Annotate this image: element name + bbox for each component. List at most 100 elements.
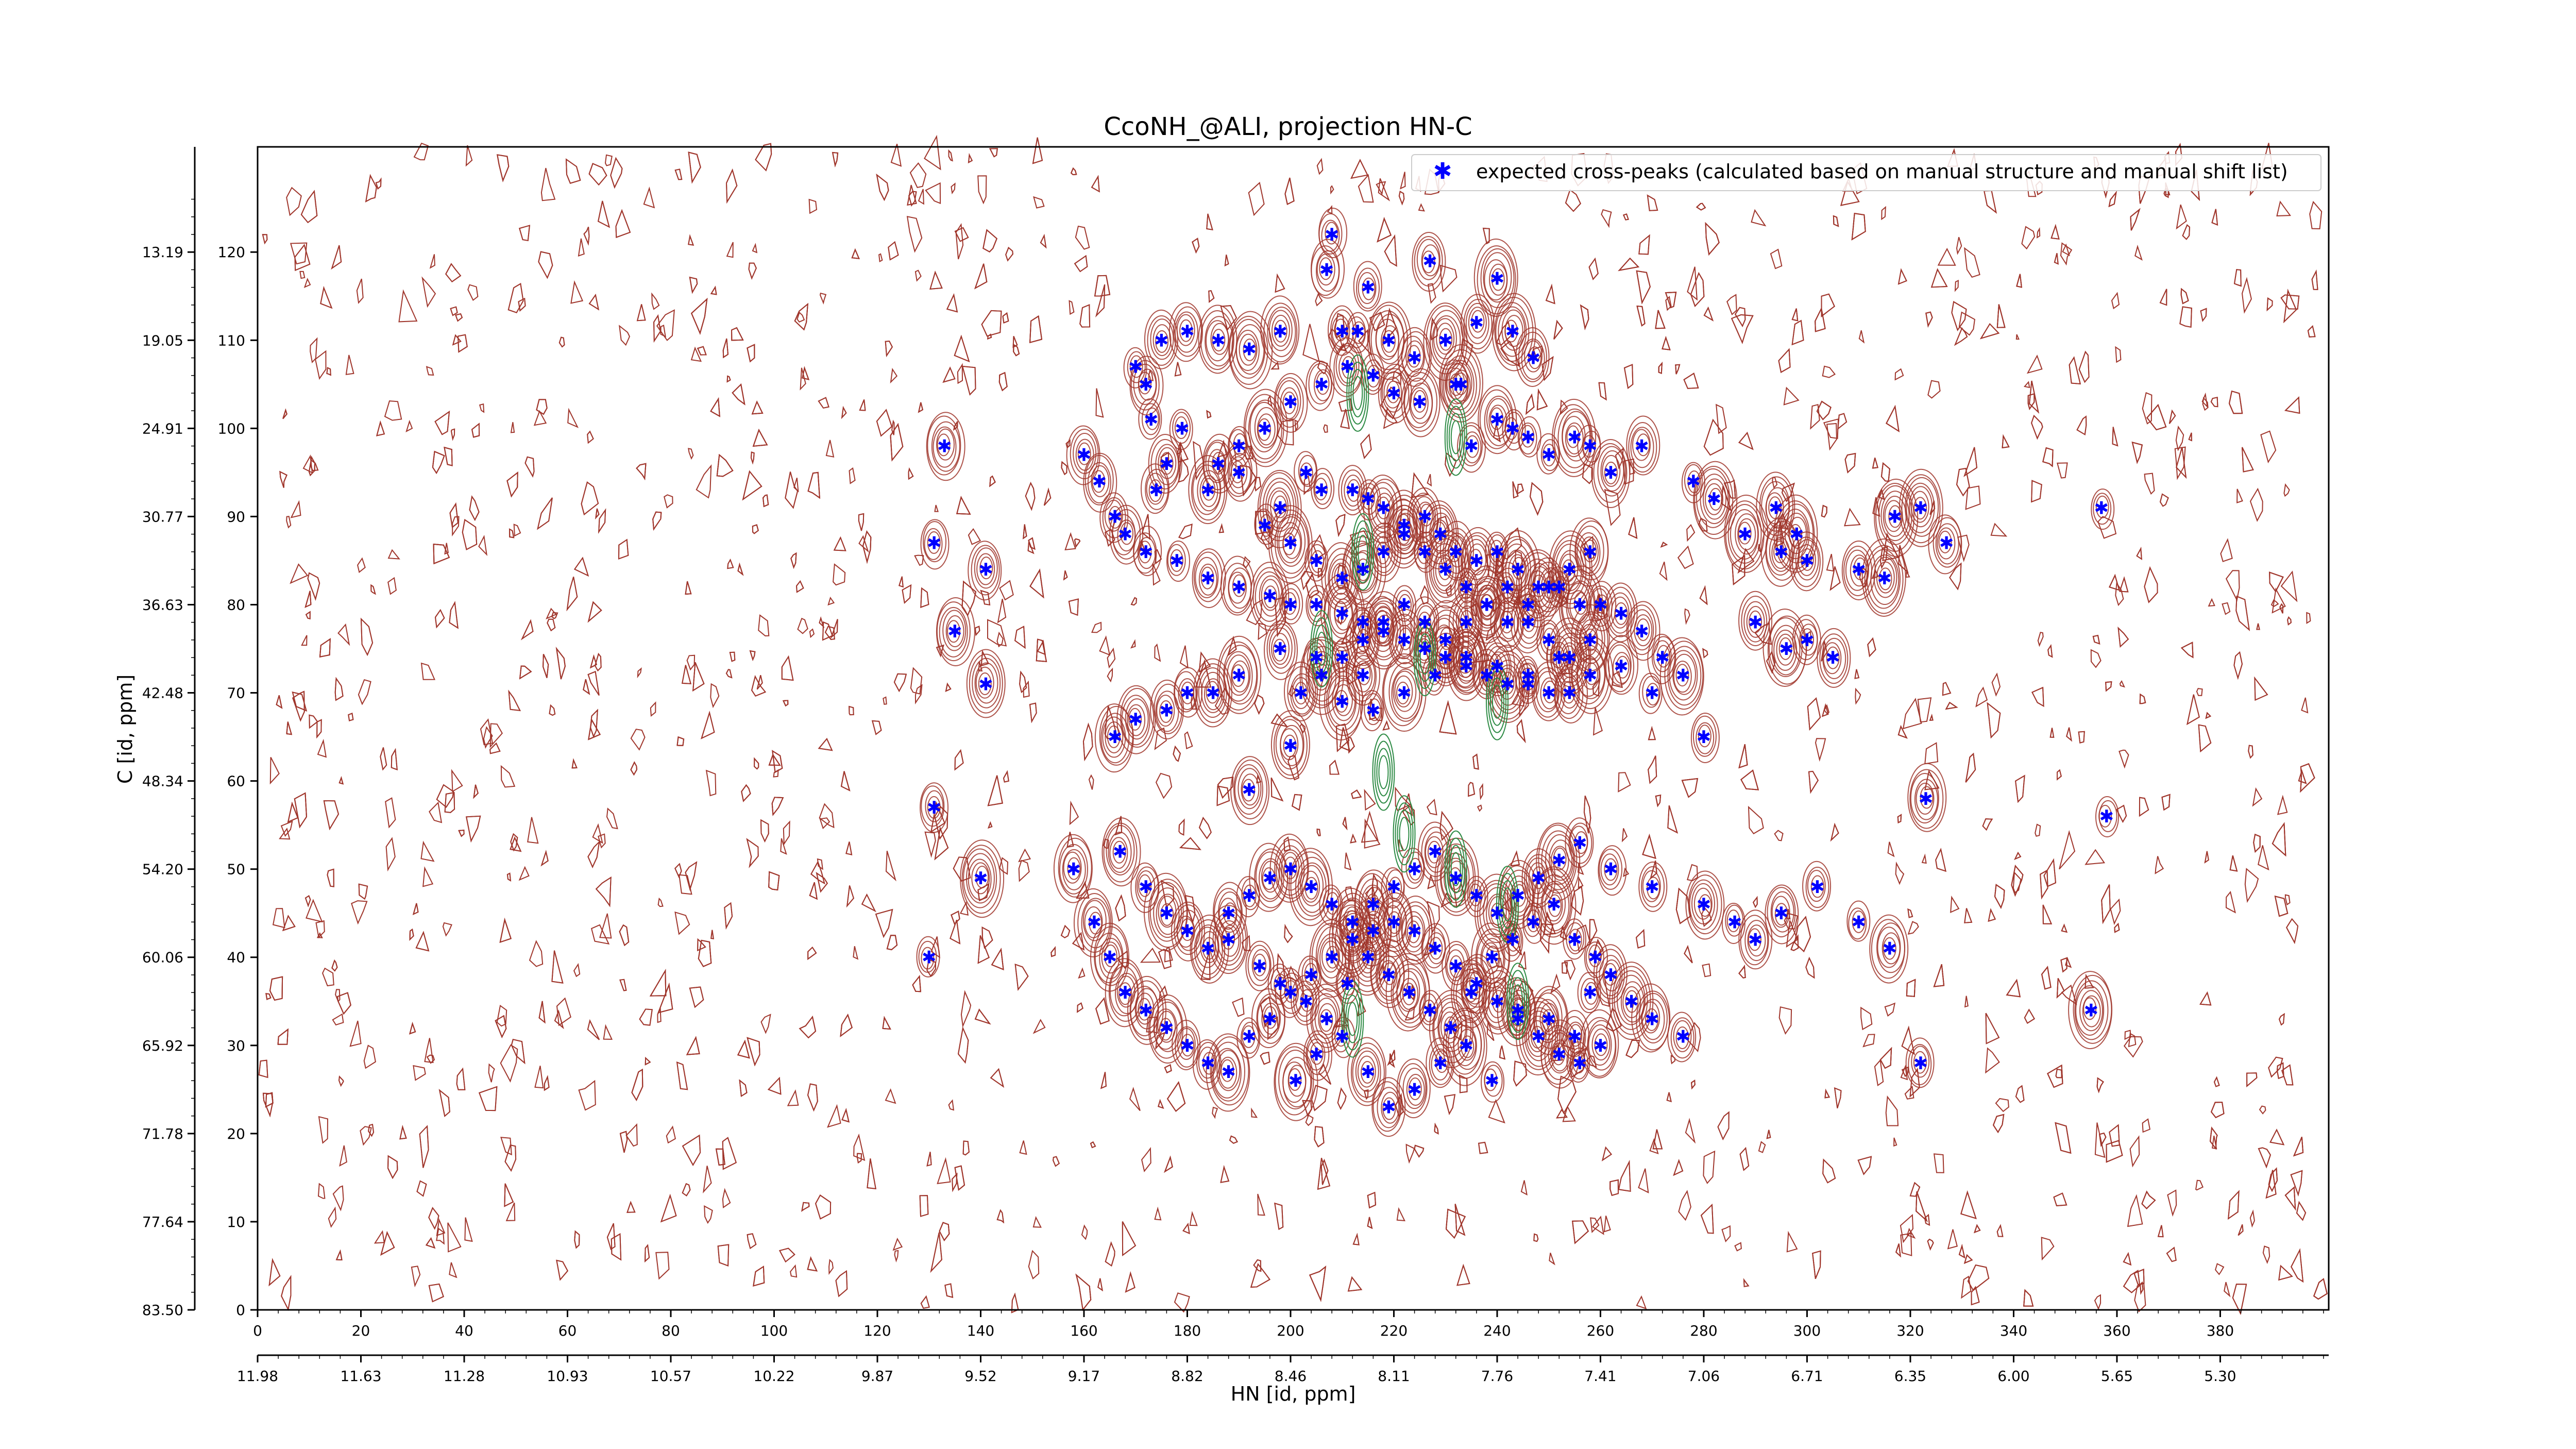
peak-contour xyxy=(1380,368,1410,419)
noise-contour xyxy=(639,1008,653,1026)
cross-peak-marker: ✱ xyxy=(1541,1009,1556,1030)
cross-peak-marker: ✱ xyxy=(1567,1027,1582,1048)
noise-contour xyxy=(426,366,434,376)
peak-contour xyxy=(1377,496,1391,519)
noise-contour xyxy=(391,748,398,770)
noise-contour xyxy=(856,1153,862,1164)
peak-contour xyxy=(1479,389,1514,449)
noise-contour xyxy=(316,719,322,739)
noise-contour xyxy=(631,1068,643,1101)
noise-contour xyxy=(1032,137,1043,164)
noise-contour xyxy=(1778,1006,1792,1035)
cross-peak-marker: ✱ xyxy=(1541,445,1556,466)
cross-peak-marker: ✱ xyxy=(1376,498,1391,518)
cross-peak-marker: ✱ xyxy=(1376,542,1391,563)
cross-peak-marker: ✱ xyxy=(1438,560,1453,580)
noise-contour xyxy=(1737,548,1755,574)
noise-contour xyxy=(1917,697,1932,723)
y-tick-label: 120 xyxy=(218,244,245,261)
noise-contour xyxy=(1781,482,1795,502)
x-ppm-tick-label: 6.00 xyxy=(1997,1368,2029,1385)
noise-contour xyxy=(2253,834,2261,853)
peak-contour xyxy=(1412,496,1436,537)
noise-contour xyxy=(1700,1203,1714,1234)
noise-contour xyxy=(1649,1138,1659,1154)
x-tick-label: 200 xyxy=(1277,1322,1304,1339)
noise-contour xyxy=(1287,755,1299,781)
noise-contour xyxy=(497,154,510,182)
noise-contour xyxy=(1658,362,1663,374)
noise-contour xyxy=(2268,1056,2283,1078)
cross-peak-marker: ✱ xyxy=(1283,860,1298,880)
noise-contour xyxy=(1930,268,1948,288)
noise-contour xyxy=(1088,774,1094,790)
noise-contour xyxy=(323,800,340,831)
noise-contour xyxy=(1924,742,1939,765)
noise-contour xyxy=(725,669,733,679)
noise-contour xyxy=(1963,1254,1973,1264)
noise-contour xyxy=(1907,921,1919,935)
noise-contour xyxy=(1748,805,1764,835)
noise-contour xyxy=(751,675,767,697)
noise-contour xyxy=(1545,283,1555,305)
noise-contour xyxy=(1947,1229,1958,1250)
noise-contour xyxy=(1316,158,1324,175)
cross-peak-marker: ✱ xyxy=(1113,841,1128,862)
noise-contour xyxy=(1937,247,1956,266)
noise-contour xyxy=(1248,181,1265,216)
cross-peak-marker: ✱ xyxy=(1200,1053,1215,1074)
noise-contour xyxy=(2279,603,2284,614)
cross-peak-marker: ✱ xyxy=(1304,877,1319,898)
peak-contour xyxy=(1591,439,1631,509)
noise-contour xyxy=(1636,270,1651,305)
cross-peak-marker: ✱ xyxy=(1345,930,1360,951)
noise-contour xyxy=(961,580,977,617)
noise-contour xyxy=(2187,694,2200,726)
peak-contour xyxy=(1169,409,1193,450)
noise-contour xyxy=(2225,890,2236,914)
noise-contour xyxy=(858,513,865,531)
noise-contour xyxy=(339,1145,347,1167)
noise-contour xyxy=(1075,225,1090,250)
noise-contour xyxy=(444,446,453,466)
noise-contour xyxy=(819,803,835,829)
noise-contour xyxy=(845,841,853,855)
noise-contour xyxy=(1392,371,1402,386)
noise-contour xyxy=(2094,1294,2102,1310)
cross-peak-marker: ✱ xyxy=(1263,868,1278,889)
noise-contour xyxy=(2252,787,2263,807)
noise-contour xyxy=(790,1264,798,1278)
peak-contour xyxy=(1504,412,1523,444)
x-tick-label: 180 xyxy=(1174,1322,1201,1339)
noise-contour xyxy=(387,549,400,560)
noise-contour xyxy=(334,677,344,701)
noise-contour xyxy=(724,902,733,930)
noise-contour xyxy=(722,1137,737,1170)
noise-contour xyxy=(630,729,646,751)
noise-contour xyxy=(951,911,960,925)
x-ppm-tick-label: 11.63 xyxy=(340,1368,381,1385)
noise-contour xyxy=(2053,1192,2067,1206)
noise-contour xyxy=(1731,314,1754,344)
noise-contour xyxy=(520,619,534,641)
peak-contour xyxy=(1789,531,1824,592)
cross-peak-marker: ✱ xyxy=(1299,463,1314,483)
noise-contour xyxy=(1550,973,1561,995)
noise-contour xyxy=(497,154,510,182)
legend: ✱ expected cross-peaks (calculated based… xyxy=(1411,154,2321,191)
cross-peak-marker: ✱ xyxy=(973,868,988,889)
noise-contour xyxy=(697,346,707,356)
noise-contour xyxy=(998,372,1008,392)
peak-contour xyxy=(1325,222,1338,245)
cross-peak-marker: ✱ xyxy=(1242,886,1257,906)
noise-contour xyxy=(1398,191,1405,206)
noise-contour xyxy=(558,336,565,348)
noise-contour xyxy=(818,397,829,409)
noise-contour xyxy=(758,614,770,637)
noise-contour xyxy=(835,1270,848,1298)
noise-contour xyxy=(1189,1211,1198,1226)
noise-contour xyxy=(1456,1263,1470,1286)
noise-contour xyxy=(1578,875,1584,888)
noise-contour xyxy=(919,1195,929,1217)
cross-peak-marker: ✱ xyxy=(1355,665,1370,686)
